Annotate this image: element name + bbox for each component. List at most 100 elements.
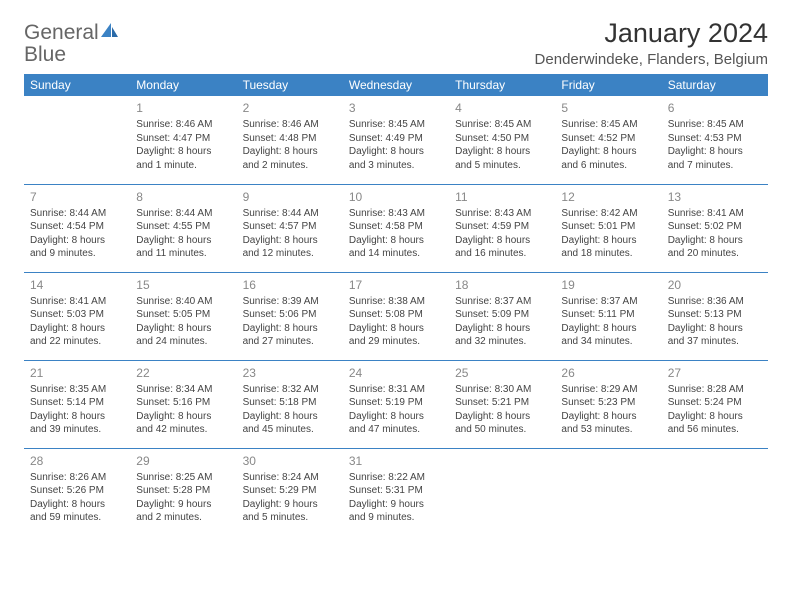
sunset-text: Sunset: 5:14 PM (30, 396, 124, 410)
sunset-text: Sunset: 5:31 PM (349, 484, 443, 498)
calendar-cell: 11Sunrise: 8:43 AMSunset: 4:59 PMDayligh… (449, 184, 555, 272)
day-number: 4 (455, 100, 549, 116)
sunset-text: Sunset: 4:54 PM (30, 220, 124, 234)
sunrise-text: Sunrise: 8:29 AM (561, 383, 655, 397)
daylight-text: Daylight: 8 hours (243, 145, 337, 159)
day-number: 31 (349, 453, 443, 469)
day-number: 13 (668, 189, 762, 205)
day-number: 6 (668, 100, 762, 116)
calendar-cell: 31Sunrise: 8:22 AMSunset: 5:31 PMDayligh… (343, 448, 449, 536)
daylight-text: and 2 minutes. (136, 511, 230, 525)
daylight-text: Daylight: 8 hours (243, 410, 337, 424)
day-number: 5 (561, 100, 655, 116)
sunset-text: Sunset: 5:13 PM (668, 308, 762, 322)
daylight-text: and 14 minutes. (349, 247, 443, 261)
sunrise-text: Sunrise: 8:43 AM (455, 207, 549, 221)
day-number: 22 (136, 365, 230, 381)
sunrise-text: Sunrise: 8:37 AM (561, 295, 655, 309)
calendar-row: 21Sunrise: 8:35 AMSunset: 5:14 PMDayligh… (24, 360, 768, 448)
day-number: 28 (30, 453, 124, 469)
daylight-text: and 45 minutes. (243, 423, 337, 437)
daylight-text: and 9 minutes. (30, 247, 124, 261)
daylight-text: Daylight: 8 hours (136, 145, 230, 159)
sunset-text: Sunset: 5:05 PM (136, 308, 230, 322)
sunset-text: Sunset: 5:19 PM (349, 396, 443, 410)
daylight-text: and 2 minutes. (243, 159, 337, 173)
daylight-text: Daylight: 8 hours (668, 322, 762, 336)
logo: General Blue (24, 18, 119, 66)
daylight-text: Daylight: 8 hours (455, 145, 549, 159)
day-number: 24 (349, 365, 443, 381)
sunset-text: Sunset: 5:02 PM (668, 220, 762, 234)
sunrise-text: Sunrise: 8:35 AM (30, 383, 124, 397)
calendar-cell (24, 96, 130, 184)
daylight-text: Daylight: 8 hours (349, 322, 443, 336)
sunrise-text: Sunrise: 8:36 AM (668, 295, 762, 309)
sunrise-text: Sunrise: 8:25 AM (136, 471, 230, 485)
daylight-text: Daylight: 8 hours (668, 234, 762, 248)
day-number: 30 (243, 453, 337, 469)
calendar-cell: 10Sunrise: 8:43 AMSunset: 4:58 PMDayligh… (343, 184, 449, 272)
calendar-cell: 16Sunrise: 8:39 AMSunset: 5:06 PMDayligh… (237, 272, 343, 360)
daylight-text: Daylight: 9 hours (243, 498, 337, 512)
daylight-text: and 5 minutes. (455, 159, 549, 173)
daylight-text: Daylight: 8 hours (243, 322, 337, 336)
sunset-text: Sunset: 5:26 PM (30, 484, 124, 498)
sunrise-text: Sunrise: 8:38 AM (349, 295, 443, 309)
daylight-text: and 53 minutes. (561, 423, 655, 437)
daylight-text: and 29 minutes. (349, 335, 443, 349)
calendar-cell: 17Sunrise: 8:38 AMSunset: 5:08 PMDayligh… (343, 272, 449, 360)
day-number: 20 (668, 277, 762, 293)
daylight-text: Daylight: 8 hours (30, 498, 124, 512)
day-header: Monday (130, 74, 236, 96)
calendar-cell: 8Sunrise: 8:44 AMSunset: 4:55 PMDaylight… (130, 184, 236, 272)
daylight-text: Daylight: 8 hours (136, 234, 230, 248)
calendar-body: 1Sunrise: 8:46 AMSunset: 4:47 PMDaylight… (24, 96, 768, 536)
daylight-text: Daylight: 8 hours (349, 234, 443, 248)
sunset-text: Sunset: 5:01 PM (561, 220, 655, 234)
calendar-cell: 20 Sunrise: 8:36 AMSunset: 5:13 PMDayligh… (662, 272, 768, 360)
sunset-text: Sunset: 5:16 PM (136, 396, 230, 410)
daylight-text: Daylight: 8 hours (30, 322, 124, 336)
sunrise-text: Sunrise: 8:30 AM (455, 383, 549, 397)
sunset-text: Sunset: 4:48 PM (243, 132, 337, 146)
header: General Blue January 2024 Denderwindeke,… (24, 18, 768, 68)
calendar-cell: 6Sunrise: 8:45 AMSunset: 4:53 PMDaylight… (662, 96, 768, 184)
sunset-text: Sunset: 5:21 PM (455, 396, 549, 410)
day-header: Thursday (449, 74, 555, 96)
calendar-cell: 18Sunrise: 8:37 AMSunset: 5:09 PMDayligh… (449, 272, 555, 360)
daylight-text: Daylight: 8 hours (243, 234, 337, 248)
daylight-text: and 24 minutes. (136, 335, 230, 349)
sunrise-text: Sunrise: 8:24 AM (243, 471, 337, 485)
calendar-cell (449, 448, 555, 536)
sunset-text: Sunset: 4:55 PM (136, 220, 230, 234)
daylight-text: and 9 minutes. (349, 511, 443, 525)
day-number: 17 (349, 277, 443, 293)
daylight-text: and 5 minutes. (243, 511, 337, 525)
calendar-cell: 13Sunrise: 8:41 AMSunset: 5:02 PMDayligh… (662, 184, 768, 272)
daylight-text: Daylight: 8 hours (30, 410, 124, 424)
daylight-text: Daylight: 8 hours (561, 145, 655, 159)
day-number: 12 (561, 189, 655, 205)
calendar-cell: 25Sunrise: 8:30 AMSunset: 5:21 PMDayligh… (449, 360, 555, 448)
day-number: 19 (561, 277, 655, 293)
day-header: Sunday (24, 74, 130, 96)
location: Denderwindeke, Flanders, Belgium (535, 51, 768, 68)
day-header: Wednesday (343, 74, 449, 96)
daylight-text: and 56 minutes. (668, 423, 762, 437)
day-number: 23 (243, 365, 337, 381)
logo-sail-icon (101, 23, 119, 44)
calendar-cell: 29Sunrise: 8:25 AMSunset: 5:28 PMDayligh… (130, 448, 236, 536)
daylight-text: Daylight: 8 hours (136, 410, 230, 424)
day-number: 15 (136, 277, 230, 293)
calendar-cell: 9Sunrise: 8:44 AMSunset: 4:57 PMDaylight… (237, 184, 343, 272)
sunrise-text: Sunrise: 8:28 AM (668, 383, 762, 397)
sunset-text: Sunset: 5:24 PM (668, 396, 762, 410)
calendar-cell (555, 448, 661, 536)
daylight-text: Daylight: 8 hours (349, 145, 443, 159)
daylight-text: and 12 minutes. (243, 247, 337, 261)
sunset-text: Sunset: 4:58 PM (349, 220, 443, 234)
day-number: 26 (561, 365, 655, 381)
daylight-text: and 7 minutes. (668, 159, 762, 173)
sunset-text: Sunset: 4:50 PM (455, 132, 549, 146)
